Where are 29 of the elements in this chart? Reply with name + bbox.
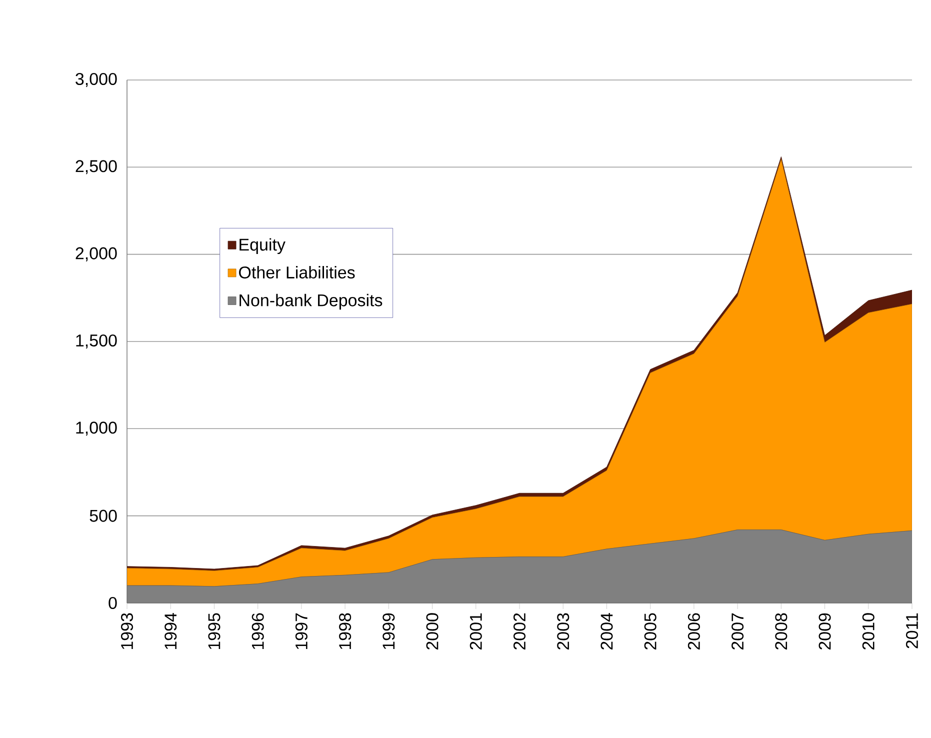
- x-tick-label: 2006: [688, 613, 700, 650]
- x-tick-label: 2004: [600, 613, 613, 650]
- x-tick-label: 2008: [775, 613, 788, 650]
- x-tick-label: 1997: [295, 613, 308, 650]
- x-tick-label: 1995: [208, 613, 220, 650]
- y-tick-label: 1,000: [76, 422, 117, 436]
- x-tick-label: 2001: [470, 613, 482, 650]
- y-tick-label: 500: [90, 510, 117, 522]
- x-tick-label: 2009: [818, 613, 831, 650]
- y-tick-label: 0: [108, 596, 117, 610]
- x-tick-label: 2007: [732, 613, 744, 650]
- x-tick-label: 2000: [426, 613, 438, 650]
- x-tick-label: 1996: [252, 613, 264, 650]
- y-tick-label: 1,500: [76, 334, 117, 349]
- y-tick-label: 3,000: [76, 72, 117, 88]
- y-tick-label: 2,000: [76, 247, 117, 262]
- legend-label: Other Liabilities: [239, 266, 355, 279]
- x-tick-label: 1994: [164, 613, 177, 650]
- x-tick-label: 1999: [382, 613, 395, 650]
- x-tick-label: 2002: [513, 613, 526, 650]
- x-tick-label: 2005: [644, 613, 656, 650]
- x-tick-label: 2011: [906, 613, 918, 648]
- x-tick-label: 1998: [339, 613, 352, 650]
- x-tick-label: 2010: [862, 613, 874, 650]
- x-tick-label: 2003: [557, 613, 570, 650]
- legend-label: Equity: [240, 238, 286, 254]
- y-tick-label: 2,500: [76, 160, 117, 174]
- x-tick-label: 1993: [120, 613, 134, 650]
- legend-label: Non-bank Deposits: [240, 294, 382, 310]
